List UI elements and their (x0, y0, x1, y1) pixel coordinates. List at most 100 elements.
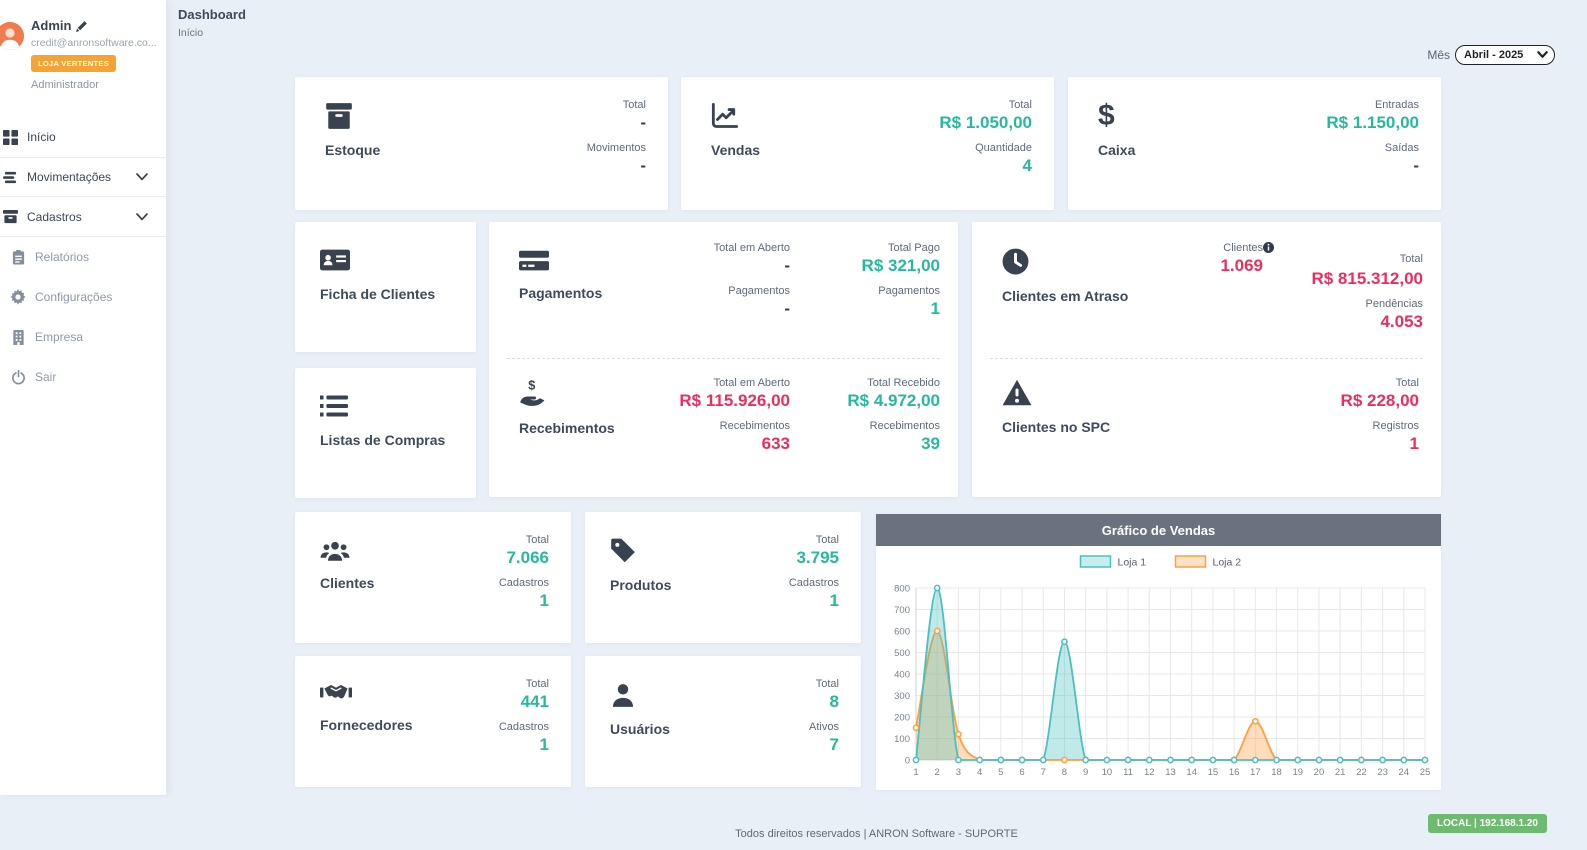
list-icon (320, 394, 476, 418)
sidebar-item-inicio[interactable]: Início (0, 117, 166, 157)
svg-text:Loja 2: Loja 2 (1213, 557, 1242, 569)
edit-pencil-icon[interactable] (76, 20, 88, 32)
card-produtos: Produtos Total 3.795 Cadastros 1 (585, 512, 861, 643)
stat-label: Quantidade (975, 141, 1032, 154)
sidebar-item-sair[interactable]: Sair (0, 357, 166, 397)
warning-triangle-icon (1002, 379, 1441, 406)
svg-text:9: 9 (1083, 767, 1088, 778)
user-icon (610, 682, 839, 708)
hand-dollar-icon: $ (519, 379, 958, 407)
sidebar-item-label: Movimentações (27, 170, 112, 184)
svg-text:19: 19 (1292, 767, 1303, 778)
stat-value: 1 (539, 734, 549, 754)
svg-text:5: 5 (998, 767, 1003, 778)
stat-value: - (1413, 155, 1419, 175)
sidebar-item-movimentacoes[interactable]: Movimentações (0, 157, 166, 197)
sidebar-item-cadastros[interactable]: Cadastros (0, 197, 166, 237)
stat-label: Cadastros (788, 576, 839, 589)
sidebar-item-label: Relatórios (35, 250, 90, 264)
stat-label: Total em Aberto (713, 242, 790, 254)
stat-value: - (640, 155, 646, 175)
svg-text:11: 11 (1123, 767, 1133, 778)
section-pagamentos: Pagamentos Total em Aberto - Pagamentos - … (489, 222, 958, 359)
stat-value: R$ 1.050,00 (939, 113, 1032, 132)
stat-value: 3.795 (796, 548, 839, 567)
grid-icon (2, 129, 18, 145)
stat-label: Movimentos (586, 141, 646, 154)
svg-text:17: 17 (1250, 767, 1261, 778)
svg-text:13: 13 (1165, 767, 1176, 778)
stat-value: 4.053 (1380, 311, 1423, 331)
users-icon (320, 538, 549, 562)
tile-listas-de-compras[interactable]: Listas de Compras (295, 368, 476, 498)
tile-ficha-de-clientes[interactable]: Ficha de Clientes (295, 222, 476, 352)
sidebar-item-relatorios[interactable]: Relatórios (0, 237, 166, 277)
dollar-icon: $ (1098, 99, 1115, 132)
user-avatar-icon (0, 22, 24, 50)
sidebar-item-configuracoes[interactable]: Configurações (0, 277, 166, 317)
section-recebimentos: $ Recebimentos Total em Aberto R$ 115.926… (489, 361, 958, 498)
stat-label: Clientes (1223, 242, 1263, 254)
svg-text:400: 400 (894, 670, 910, 681)
svg-text:500: 500 (894, 648, 910, 659)
stat-value: - (784, 256, 790, 275)
footer-copyright: Todos direitos reservados | ANRON Softwa… (735, 828, 1018, 840)
svg-text:600: 600 (894, 627, 910, 638)
card-fornecedores: Fornecedores Total 441 Cadastros 1 (295, 656, 571, 787)
stat-value: 633 (761, 433, 790, 453)
section-clientes-em-atraso: Clientes em Atraso Clientes 1.069 Total R… (972, 222, 1441, 359)
box-icon (325, 103, 646, 129)
svg-text:4: 4 (977, 767, 982, 778)
stat-label: Total (815, 678, 839, 690)
card-usuarios: Usuários Total 8 Ativos 7 (585, 656, 861, 787)
svg-text:24: 24 (1399, 767, 1410, 778)
stat-value: R$ 1.150,00 (1326, 113, 1419, 132)
svg-text:20: 20 (1314, 767, 1325, 778)
stat-value: 8 (829, 692, 839, 711)
info-icon[interactable] (1263, 242, 1423, 253)
svg-text:14: 14 (1186, 767, 1197, 778)
stat-label: Total (622, 99, 646, 111)
sales-chart-card: Gráfico de Vendas 0 100 200 300 400 500 600 700… (876, 514, 1441, 790)
card-estoque: Estoque Total - Movimentos - (295, 77, 668, 210)
stat-label: Total Recebido (867, 377, 940, 389)
svg-text:7: 7 (1041, 767, 1046, 778)
sidebar-item-label: Sair (35, 370, 57, 384)
stat-value: R$ 815.312,00 (1311, 269, 1423, 288)
stat-value: 1 (1409, 433, 1419, 453)
stat-value: 39 (921, 433, 940, 453)
stat-label: Total (1395, 377, 1419, 389)
sidebar-item-label: Empresa (35, 330, 84, 344)
month-select[interactable]: Abril - 2025 (1455, 45, 1555, 65)
page-title: Dashboard (178, 7, 246, 22)
card-title: Clientes no SPC (1002, 419, 1111, 435)
svg-text:1: 1 (913, 767, 918, 778)
chevron-down-icon (136, 212, 148, 221)
stat-label: Total em Aberto (713, 377, 790, 389)
stream-icon (2, 169, 18, 185)
avatar (0, 22, 24, 50)
sidebar-item-label: Configurações (35, 290, 113, 304)
stat-label: Cadastros (498, 720, 549, 733)
card-caixa: $ Caixa Entradas R$ 1.150,00 Saídas - (1068, 77, 1441, 210)
profile-role: Administrador (31, 79, 99, 91)
credit-card-icon (519, 248, 958, 272)
svg-text:$: $ (528, 379, 535, 393)
handshake-icon (320, 682, 549, 704)
sidebar-item-empresa[interactable]: Empresa (0, 317, 166, 357)
svg-text:22: 22 (1356, 767, 1367, 778)
stat-value: 7.066 (506, 548, 549, 567)
store-badge: LOJA VERTENTES (31, 55, 117, 72)
sidebar-item-label: Início (27, 130, 56, 144)
clipboard-icon (10, 249, 26, 265)
page-header: Dashboard Início (178, 7, 246, 39)
id-card-icon (320, 248, 476, 272)
stat-value: 1.069 (1220, 256, 1263, 275)
stat-label: Pendências (1365, 297, 1424, 310)
stat-label: Total (815, 534, 839, 546)
stat-label: Entradas (1374, 99, 1419, 111)
divider (507, 358, 940, 359)
month-label: Mês (1427, 48, 1450, 62)
svg-text:700: 700 (894, 605, 910, 616)
